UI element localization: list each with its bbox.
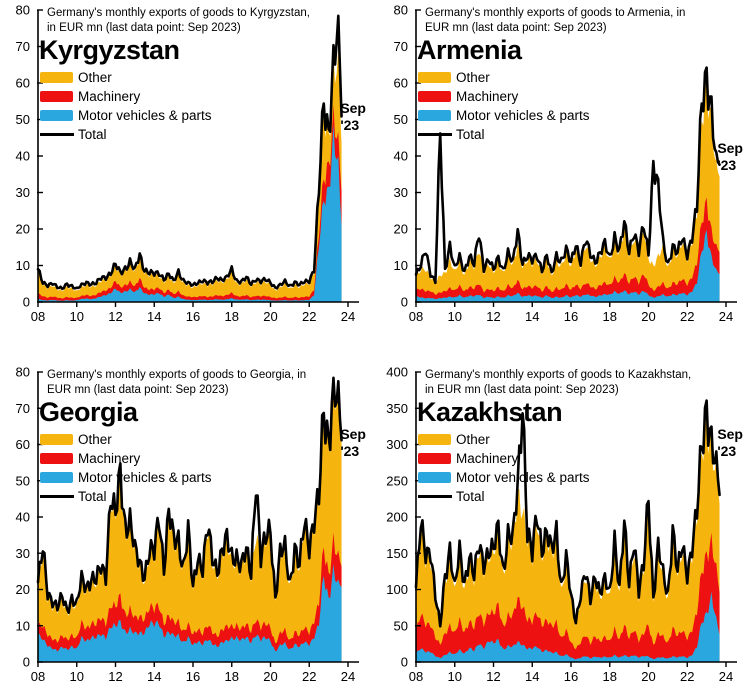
y-axis-tick-label: 10 bbox=[16, 618, 30, 633]
x-axis-tick-label: 14 bbox=[525, 309, 539, 324]
chart-canvas-kazakhstan: 0 50 100 150 200 250 300 350 400 08 10 12 14 16 18 20 22… bbox=[386, 365, 737, 684]
x-axis-tick-label: 20 bbox=[641, 309, 655, 324]
y-axis-tick-label: 80 bbox=[16, 365, 30, 380]
y-axis-tick-label: 60 bbox=[16, 437, 30, 452]
x-axis-tick-label: 22 bbox=[302, 309, 316, 324]
x-axis-tick-label: 18 bbox=[225, 309, 239, 324]
area-machinery bbox=[416, 197, 720, 302]
total-line bbox=[36, 14, 343, 291]
x-axis-tick-label: 08 bbox=[409, 669, 423, 684]
x-axis-tick-label: 14 bbox=[525, 669, 539, 684]
x-axis-tick-label: 24 bbox=[341, 309, 355, 324]
x-axis-tick-label: 18 bbox=[603, 309, 617, 324]
x-axis-tick-label: 14 bbox=[147, 669, 161, 684]
x-axis-tick-label: 22 bbox=[680, 669, 694, 684]
total-line bbox=[414, 399, 721, 628]
area-motor-vehicles bbox=[38, 124, 342, 302]
x-axis-tick-label: 24 bbox=[341, 669, 355, 684]
total-line bbox=[36, 376, 343, 615]
y-axis-tick-label: 400 bbox=[386, 365, 408, 380]
y-axis-tick-label: 40 bbox=[394, 149, 408, 164]
y-axis-tick-label: 30 bbox=[394, 185, 408, 200]
y-axis-tick-label: 30 bbox=[16, 185, 30, 200]
y-axis-tick-label: 0 bbox=[23, 295, 30, 310]
x-axis-tick-label: 10 bbox=[448, 309, 462, 324]
area-machinery bbox=[416, 532, 720, 662]
y-axis-tick-label: 150 bbox=[386, 546, 408, 561]
chart-panel-georgia: 0 10 20 30 40 50 60 70 80 08 10 12 14 16 18 20 22 24 Germ… bbox=[0, 348, 378, 695]
y-axis-tick-label: 100 bbox=[386, 582, 408, 597]
area-other bbox=[416, 78, 720, 302]
y-axis-tick-label: 250 bbox=[386, 473, 408, 488]
chart-canvas-georgia: 0 10 20 30 40 50 60 70 80 08 10 12 14 16 18 20 22 24 bbox=[16, 365, 359, 684]
y-axis-tick-label: 40 bbox=[16, 510, 30, 525]
chart-panel-kyrgyzstan: 0 10 20 30 40 50 60 70 80 08 10 12 14 16 18 20 22 24 Germ… bbox=[0, 0, 378, 348]
x-axis-tick-label: 20 bbox=[641, 669, 655, 684]
y-axis-tick-label: 0 bbox=[401, 655, 408, 670]
x-axis-tick-label: 16 bbox=[564, 669, 578, 684]
y-axis-tick-label: 50 bbox=[394, 112, 408, 127]
y-axis-tick-label: 50 bbox=[394, 618, 408, 633]
x-axis-tick-label: 08 bbox=[409, 309, 423, 324]
y-axis-tick-label: 20 bbox=[16, 222, 30, 237]
x-axis-tick-label: 18 bbox=[603, 669, 617, 684]
chart-canvas-kyrgyzstan: 0 10 20 30 40 50 60 70 80 08 10 12 14 16 18 20 22 24 bbox=[16, 3, 359, 324]
area-other bbox=[416, 411, 720, 662]
chart-panel-kazakhstan: 0 50 100 150 200 250 300 350 400 08 10 12 14 16 18 20 22… bbox=[378, 348, 755, 695]
y-axis-tick-label: 50 bbox=[16, 112, 30, 127]
y-axis-tick-label: 200 bbox=[386, 510, 408, 525]
area-motor-vehicles bbox=[38, 563, 342, 662]
x-axis-tick-label: 12 bbox=[486, 309, 500, 324]
area-other bbox=[38, 48, 342, 302]
y-axis-tick-label: 70 bbox=[16, 401, 30, 416]
x-axis-tick-label: 10 bbox=[70, 309, 84, 324]
y-axis-tick-label: 20 bbox=[394, 222, 408, 237]
y-axis-tick-label: 20 bbox=[16, 582, 30, 597]
x-axis-tick-label: 10 bbox=[70, 669, 84, 684]
y-axis-tick-label: 60 bbox=[16, 76, 30, 91]
x-axis-tick-label: 10 bbox=[448, 669, 462, 684]
area-motor-vehicles bbox=[416, 229, 720, 302]
x-axis-tick-label: 12 bbox=[108, 669, 122, 684]
chart-panel-armenia: 0 10 20 30 40 50 60 70 80 08 10 12 14 16 18 20 22 24 Germ… bbox=[378, 0, 755, 348]
y-axis-tick-label: 80 bbox=[16, 3, 30, 18]
y-axis-tick-label: 10 bbox=[16, 258, 30, 273]
x-axis-tick-label: 08 bbox=[31, 669, 45, 684]
x-axis-tick-label: 24 bbox=[719, 669, 733, 684]
y-axis-tick-label: 300 bbox=[386, 437, 408, 452]
y-axis-tick-label: 10 bbox=[394, 258, 408, 273]
x-axis-tick-label: 12 bbox=[108, 309, 122, 324]
y-axis-tick-label: 40 bbox=[16, 149, 30, 164]
x-axis-tick-label: 18 bbox=[225, 669, 239, 684]
chart-canvas-armenia: 0 10 20 30 40 50 60 70 80 08 10 12 14 16 18 20 22 24 bbox=[394, 3, 737, 324]
x-axis-tick-label: 22 bbox=[302, 669, 316, 684]
x-axis-tick-label: 20 bbox=[263, 309, 277, 324]
area-machinery bbox=[38, 104, 342, 302]
y-axis-tick-label: 70 bbox=[394, 39, 408, 54]
x-axis-tick-label: 16 bbox=[186, 309, 200, 324]
y-axis-tick-label: 60 bbox=[394, 76, 408, 91]
x-axis-tick-label: 20 bbox=[263, 669, 277, 684]
y-axis-tick-label: 50 bbox=[16, 473, 30, 488]
x-axis-tick-label: 16 bbox=[186, 669, 200, 684]
y-axis-tick-label: 0 bbox=[401, 295, 408, 310]
x-axis-tick-label: 22 bbox=[680, 309, 694, 324]
total-line bbox=[414, 66, 721, 285]
y-axis-tick-label: 30 bbox=[16, 546, 30, 561]
y-axis-tick-label: 0 bbox=[23, 655, 30, 670]
y-axis-tick-label: 350 bbox=[386, 401, 408, 416]
y-axis-tick-label: 70 bbox=[16, 39, 30, 54]
x-axis-tick-label: 14 bbox=[147, 309, 161, 324]
area-other bbox=[38, 377, 342, 662]
area-motor-vehicles bbox=[416, 591, 720, 662]
x-axis-tick-label: 12 bbox=[486, 669, 500, 684]
x-axis-tick-label: 08 bbox=[31, 309, 45, 324]
y-axis-tick-label: 80 bbox=[394, 3, 408, 18]
x-axis-tick-label: 24 bbox=[719, 309, 733, 324]
x-axis-tick-label: 16 bbox=[564, 309, 578, 324]
